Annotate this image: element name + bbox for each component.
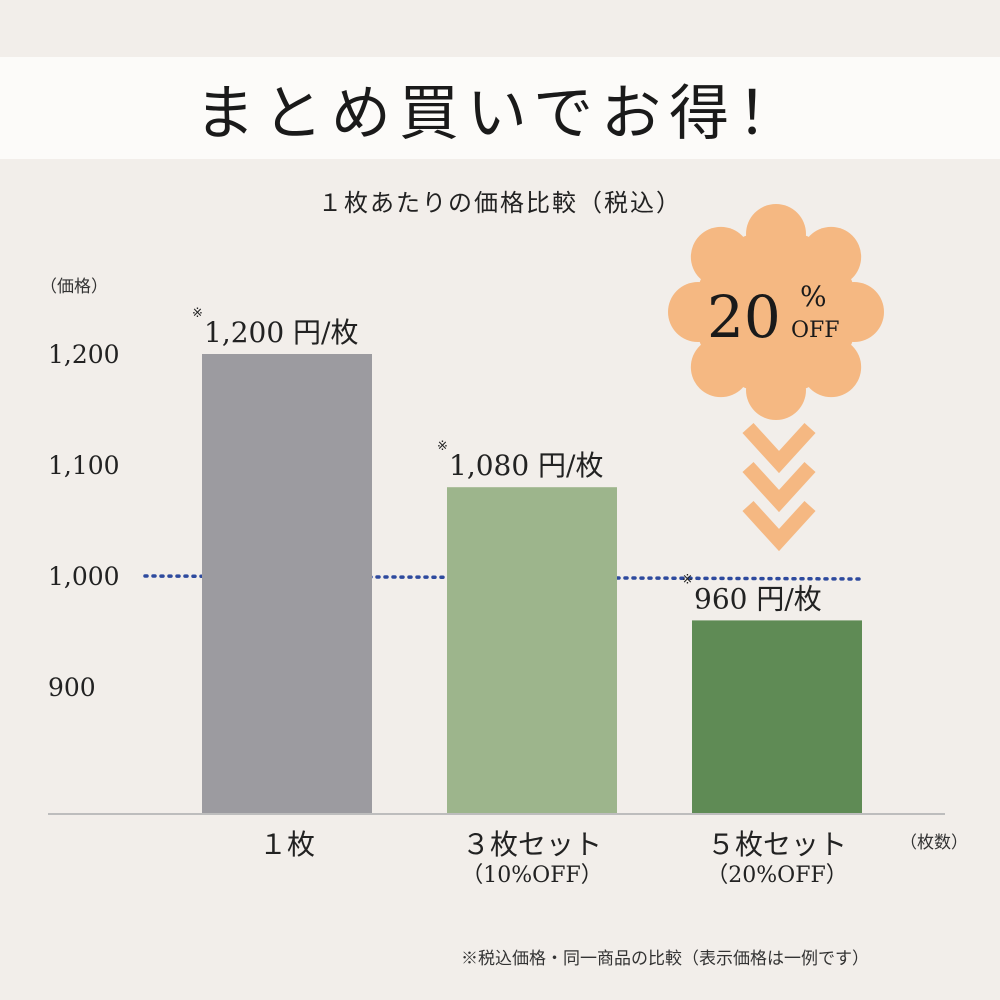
badge-off-text: OFF: [791, 318, 840, 343]
category-label: １枚: [259, 828, 315, 861]
value-label-mark: ※: [682, 572, 693, 587]
bar: [202, 354, 372, 813]
badge-percent: %: [800, 280, 827, 313]
badge-body: [694, 230, 858, 394]
category-label: ５枚セット: [707, 828, 847, 861]
y-tick-label: 900: [48, 673, 96, 702]
chart-subtitle: １枚あたりの価格比較（税込）: [318, 189, 682, 217]
chevron-down-icon: [742, 461, 816, 513]
bar: [692, 620, 862, 813]
value-label: 960 円/枚: [694, 582, 822, 615]
page-title: まとめ買いでお得！: [194, 78, 806, 149]
y-axis-label: （価格）: [40, 277, 108, 297]
value-label: 1,080 円/枚: [449, 449, 604, 482]
x-axis-unit-label: （枚数）: [900, 833, 968, 853]
bar: [447, 487, 617, 813]
title-banner: まとめ買いでお得！: [0, 57, 1000, 159]
value-label: 1,200 円/枚: [204, 316, 359, 349]
chevron-down-icon: [742, 500, 816, 552]
chevron-down-icon: [742, 422, 816, 474]
badge-number: 20: [707, 283, 781, 351]
footnote: ※税込価格・同一商品の比較（表示価格は一例です）: [461, 949, 869, 969]
category-sublabel: （20%OFF）: [706, 863, 847, 888]
y-tick-label: 1,200: [48, 340, 120, 369]
value-label-mark: ※: [192, 306, 203, 321]
y-tick-label: 1,100: [48, 451, 120, 480]
category-sublabel: （10%OFF）: [461, 863, 602, 888]
category-label: ３枚セット: [462, 828, 602, 861]
value-label-mark: ※: [437, 439, 448, 454]
y-tick-label: 1,000: [48, 562, 120, 591]
